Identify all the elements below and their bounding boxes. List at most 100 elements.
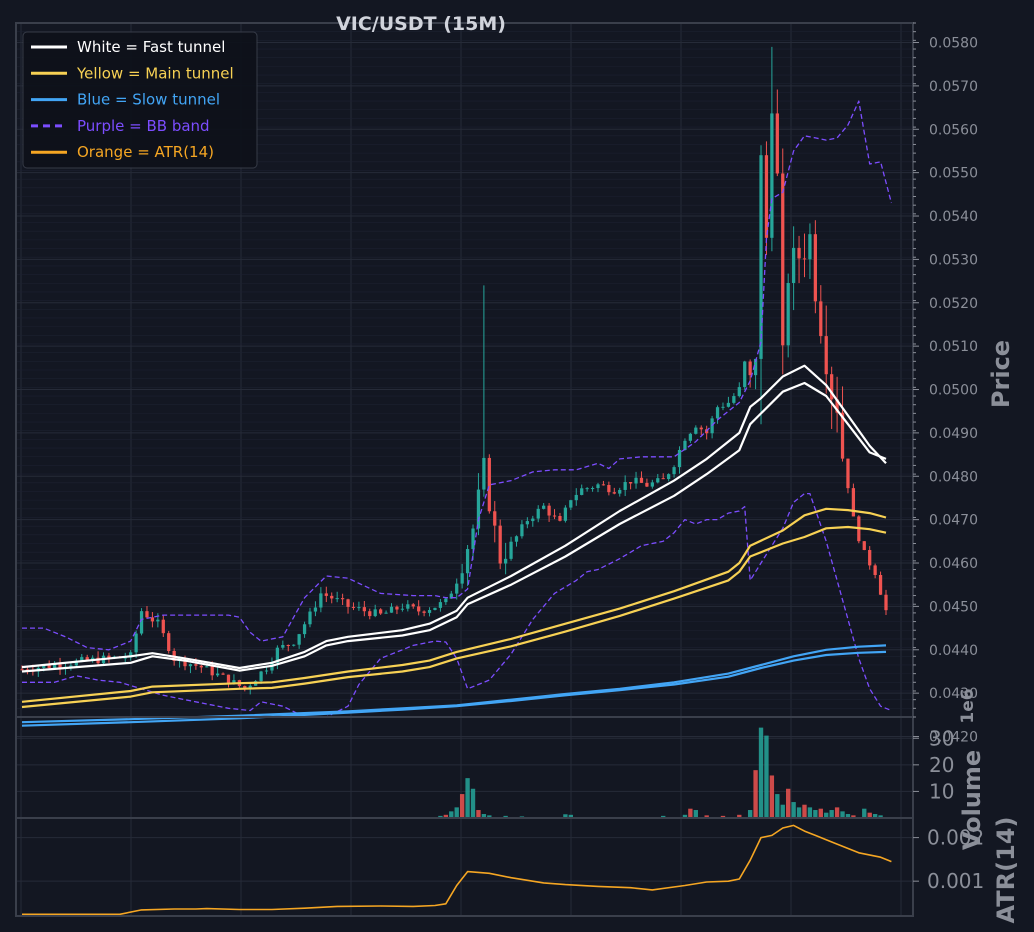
price-tick-label: 0.0450 — [929, 599, 978, 615]
candle-body — [737, 387, 741, 397]
volume-bar — [802, 804, 807, 818]
candle-body — [775, 113, 779, 174]
candle-body — [840, 412, 845, 459]
candle-body — [167, 633, 171, 652]
candle-body — [797, 247, 801, 259]
candle-body — [808, 234, 812, 260]
candle-body — [878, 574, 883, 595]
price-tick-label: 0.0460 — [929, 556, 978, 572]
volume-bar — [878, 815, 883, 818]
volume-bar — [449, 811, 454, 818]
bb-lower-line — [22, 492, 892, 718]
slow-tunnel-upper-line — [21, 644, 887, 724]
candle-body — [656, 478, 660, 483]
price-tick-label: 0.0490 — [929, 426, 978, 442]
volume-tick-label: 20 — [929, 753, 954, 777]
candle-body — [58, 664, 62, 669]
atr-axis: 0.001 0.002 — [913, 826, 984, 893]
candle-body — [85, 657, 89, 661]
candle-body — [531, 518, 535, 522]
candle-body — [846, 458, 850, 489]
fast-tunnel-lower-line — [21, 381, 887, 673]
candle-body — [460, 573, 464, 584]
candle-body — [259, 671, 263, 682]
candle-body — [188, 664, 193, 667]
candle-body — [379, 609, 383, 614]
candle-body — [699, 427, 703, 430]
candle-body — [819, 301, 823, 337]
candle-body — [302, 624, 307, 635]
candle-body — [292, 644, 296, 646]
candle-body — [580, 488, 584, 495]
volume-bar — [862, 808, 867, 818]
candle-body — [639, 477, 644, 483]
candle-body — [346, 599, 350, 607]
legend-label: Blue = Slow tunnel — [77, 91, 220, 109]
volume-bar — [487, 815, 492, 818]
price-tick-label: 0.0480 — [929, 469, 978, 485]
price-tick-label: 0.0570 — [929, 79, 978, 95]
candle-body — [400, 608, 405, 610]
candle-body — [552, 515, 557, 517]
volume-tick-label: 10 — [929, 779, 954, 803]
slow-tunnel-lower-line — [21, 650, 887, 727]
candle-body — [465, 549, 470, 574]
candle-body — [319, 593, 323, 608]
candle-body — [813, 234, 817, 302]
candle-body — [884, 594, 888, 611]
volume-grid — [16, 717, 913, 818]
candle-body — [487, 457, 491, 512]
candle-body — [623, 482, 627, 490]
volume-bar — [813, 810, 818, 818]
volume-bar — [845, 814, 851, 818]
volume-bar — [465, 778, 470, 818]
candle-body — [585, 488, 589, 490]
volume-bar — [764, 735, 769, 818]
candle-body — [835, 399, 839, 413]
candle-body — [748, 361, 752, 376]
candle-body — [362, 607, 366, 612]
candle-body — [183, 658, 187, 667]
volume-bar — [829, 810, 834, 818]
volume-bar — [459, 794, 465, 818]
volume-bar — [867, 812, 872, 818]
candle-body — [607, 484, 611, 493]
volume-bar — [758, 727, 764, 818]
candle-body — [455, 583, 459, 594]
candle-body — [802, 258, 807, 260]
candle-body — [47, 665, 51, 668]
main-tunnel-lower-line — [21, 525, 887, 709]
candle-body — [563, 507, 568, 521]
candle-body — [340, 598, 345, 600]
candle-body — [449, 593, 453, 599]
candle-body — [145, 611, 149, 618]
candle-body — [596, 484, 600, 489]
candle-body — [726, 402, 731, 407]
candle-body — [770, 113, 774, 238]
candle-body — [417, 606, 421, 612]
candle-body — [368, 611, 372, 617]
candle-body — [542, 505, 546, 509]
candle-body — [628, 482, 633, 484]
candle-body — [248, 685, 252, 689]
candle-body — [759, 155, 763, 359]
legend-label: Purple = BB band — [77, 117, 210, 135]
candle-body — [743, 361, 747, 388]
candle-body — [373, 609, 377, 617]
legend: White = Fast tunnel Yellow = Main tunnel B… — [22, 31, 258, 169]
price-axis: 0.0420 0.0430 0.0440 0.0450 0.0460 0.0470 0.04… — [913, 22, 978, 746]
candle-body — [194, 664, 198, 666]
candle-body — [264, 670, 269, 672]
candle-body — [335, 598, 339, 600]
candle-body — [281, 644, 285, 648]
candle-body — [476, 489, 481, 529]
candle-body — [694, 427, 698, 434]
volume-bar — [661, 815, 666, 818]
price-tick-label: 0.0550 — [929, 166, 978, 182]
candle-body — [677, 449, 682, 468]
candle-body — [351, 606, 356, 608]
candle-body — [107, 655, 111, 658]
candle-body — [645, 482, 649, 487]
candle-body — [161, 619, 165, 634]
indicator-lines — [21, 100, 893, 727]
